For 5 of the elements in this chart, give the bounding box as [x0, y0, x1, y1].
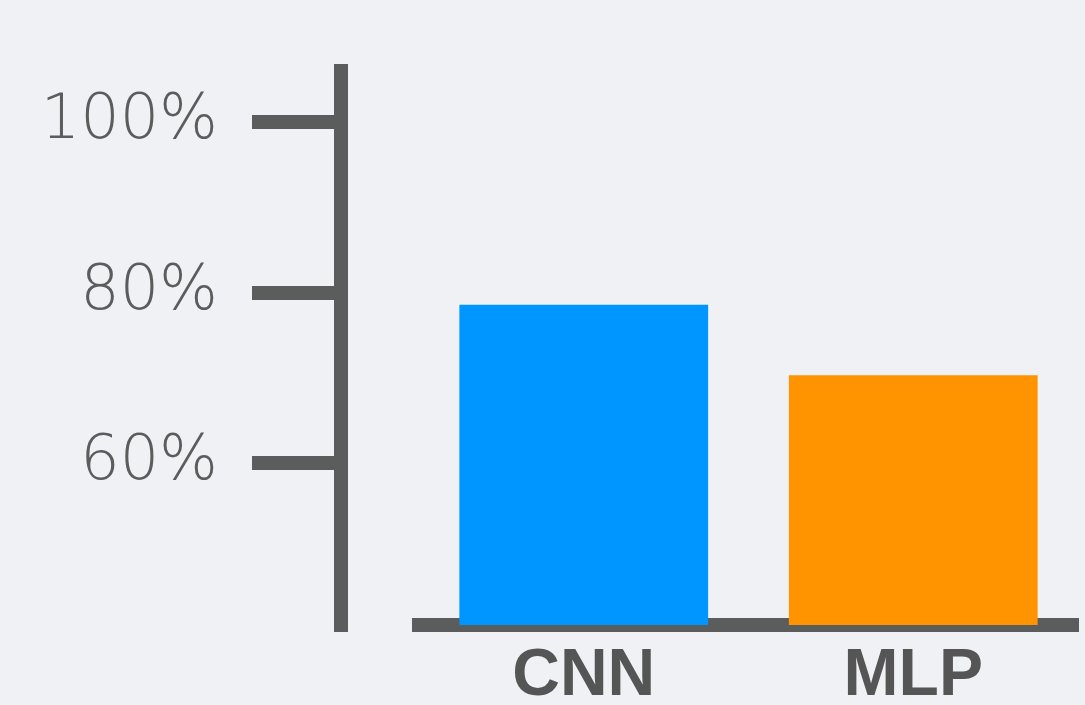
y-tick-label: 80% — [80, 250, 218, 324]
y-tick-label: 100% — [40, 80, 218, 154]
x-tick-label: MLP — [843, 634, 983, 705]
x-tick-label: CNN — [512, 634, 656, 705]
y-tick-label: 60% — [80, 421, 218, 495]
